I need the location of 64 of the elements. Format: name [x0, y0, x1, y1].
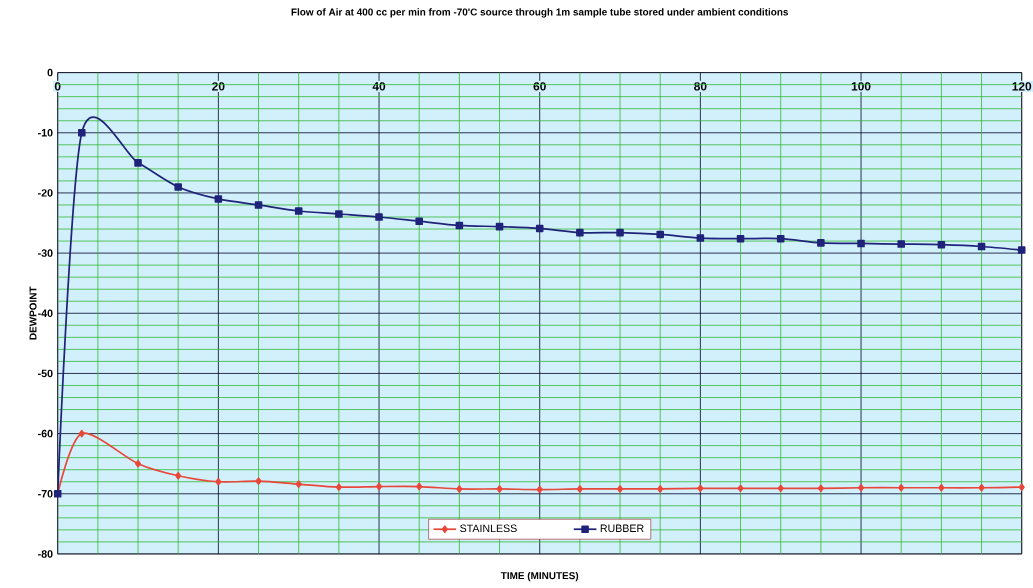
point	[696, 234, 705, 242]
point	[496, 485, 503, 493]
point	[616, 229, 624, 237]
point	[857, 239, 865, 248]
point	[495, 222, 504, 231]
point	[254, 201, 263, 209]
point	[78, 129, 86, 137]
point	[455, 221, 464, 230]
legend-label: RUBBER	[600, 524, 644, 533]
point	[616, 485, 624, 493]
x-axis-title: TIME (MINUTES)	[500, 572, 579, 582]
point	[937, 241, 946, 249]
point	[335, 210, 343, 218]
point	[697, 484, 704, 493]
y-axis-title: DEWPOINT	[29, 286, 37, 340]
point	[335, 483, 342, 492]
point	[416, 482, 423, 491]
point	[295, 480, 302, 489]
y-tick-label: -30	[38, 249, 53, 257]
point	[938, 484, 945, 492]
point	[456, 485, 463, 493]
x-tick-label: 120	[1012, 82, 1032, 91]
point	[536, 485, 543, 494]
legend-label: STAINLESS	[460, 524, 517, 533]
y-tick-label: -40	[38, 309, 53, 318]
point	[174, 183, 182, 191]
point	[897, 240, 905, 248]
point	[777, 484, 784, 493]
y-tick-label: -10	[38, 129, 53, 137]
point	[817, 239, 825, 247]
y-tick-label: -80	[38, 550, 53, 558]
point	[1018, 483, 1025, 492]
point	[737, 484, 744, 493]
point	[978, 484, 985, 492]
point	[134, 159, 142, 167]
point	[1017, 246, 1026, 254]
point	[576, 485, 583, 493]
point	[78, 429, 85, 438]
point	[977, 242, 986, 251]
point	[817, 484, 824, 493]
point	[415, 217, 423, 226]
point	[576, 229, 584, 237]
point	[776, 235, 785, 243]
point	[656, 230, 664, 239]
point	[535, 224, 544, 233]
y-tick-label: -20	[38, 189, 53, 197]
point	[214, 195, 223, 203]
chart-title: Flow of Air at 400 cc per min from -70'C source through 1m sample tube stored under ambient conditions	[291, 8, 789, 18]
point	[657, 485, 664, 493]
point	[255, 477, 262, 486]
x-tick-label: 0	[54, 82, 61, 91]
point	[215, 478, 222, 486]
point	[736, 235, 745, 243]
y-tick-label: 0	[47, 68, 53, 77]
point	[375, 213, 383, 221]
point	[294, 207, 303, 215]
y-tick-label: -60	[38, 429, 53, 438]
point	[134, 460, 142, 468]
point	[175, 472, 182, 480]
point	[858, 484, 865, 492]
point	[898, 484, 905, 492]
point	[375, 482, 383, 491]
y-tick-label: -50	[38, 369, 53, 378]
y-tick-label: -70	[38, 490, 53, 498]
